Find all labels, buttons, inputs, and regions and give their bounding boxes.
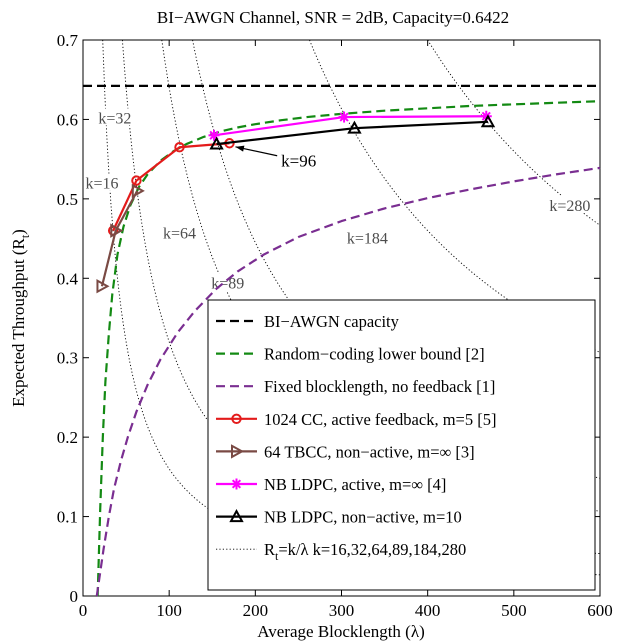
x-axis: 0 100 200 300 400 500 600 xyxy=(79,40,613,620)
circle-marker xyxy=(231,413,242,424)
k-label-bg xyxy=(83,173,121,191)
k-label-bg xyxy=(344,228,390,246)
series-5 xyxy=(208,110,492,141)
y-tick-label: 0.7 xyxy=(57,31,79,50)
asterisk-marker xyxy=(338,111,350,123)
y-tick-label: 0.4 xyxy=(57,269,79,288)
circle-marker xyxy=(131,175,142,186)
x-tick-label: 0 xyxy=(79,601,88,620)
series-line xyxy=(100,190,139,287)
x-axis-label: Average Blocklength (λ) xyxy=(257,622,424,641)
legend-item: Random−coding lower bound [2] xyxy=(216,345,485,364)
triangle-right-marker xyxy=(131,183,145,199)
annotation-label: k=96 xyxy=(281,152,316,171)
x-tick-label: 500 xyxy=(501,601,527,620)
k-label: k=32 xyxy=(98,110,131,127)
x-tick-label: 400 xyxy=(415,601,441,620)
legend-item: 1024 CC, active feedback, m=5 [5] xyxy=(216,410,496,429)
y-tick-label: 0.5 xyxy=(57,190,78,209)
y-tick-label: 0 xyxy=(70,587,79,606)
legend-item: NB LDPC, non−active, m=10 xyxy=(216,508,462,527)
annotation-arrow-head xyxy=(235,145,245,152)
legend-label-k-sub: t xyxy=(275,549,279,563)
k-labels-layer: k=16 k=32 k=64 k=89 k=184 k=280 xyxy=(83,108,593,293)
legend-label-k-rest: =k/λ k=16,32,64,89,184,280 xyxy=(278,540,466,559)
legend-label: 64 TBCC, non−active, m=∞ [3] xyxy=(264,442,475,461)
triangle-right-marker xyxy=(96,279,110,294)
series-2 xyxy=(95,166,601,597)
k-label: k=16 xyxy=(85,176,118,193)
legend: BI−AWGN capacity Random−coding lower boun… xyxy=(207,299,596,591)
series-6 xyxy=(209,114,496,150)
x-tick-label: 100 xyxy=(156,601,182,620)
series-line xyxy=(112,142,230,232)
triangle-up-marker xyxy=(209,136,224,150)
series-line xyxy=(95,166,601,597)
y-axis-label-main: Expected Throughput (R xyxy=(9,238,28,407)
y-tick-label: 0.2 xyxy=(57,428,78,447)
k-label-bg xyxy=(96,108,134,126)
triangle-right-marker xyxy=(110,223,124,238)
k-label: k=280 xyxy=(549,198,590,215)
triangle-up-marker xyxy=(480,114,496,128)
series-1 xyxy=(96,100,601,597)
legend-item: Fixed blocklength, no feedback [1] xyxy=(216,377,495,396)
y-axis: 0 0.1 0.2 0.3 0.4 0.5 0.6 0.7 xyxy=(57,31,600,606)
y-axis-label: Expected Throughput (Rt) xyxy=(9,229,32,407)
x-tick-label: 600 xyxy=(587,601,613,620)
triangle-up-marker xyxy=(229,509,244,523)
series-layer xyxy=(83,84,601,597)
plot-area: k=16 k=32 k=64 k=89 k=184 k=280 k=96 xyxy=(82,39,601,597)
legend-items: BI−AWGN capacity Random−coding lower boun… xyxy=(216,312,496,563)
legend-item-k-curves: Rt=k/λ k=16,32,64,89,184,280 xyxy=(216,540,466,563)
y-axis-label-close: ) xyxy=(9,229,28,235)
series-line xyxy=(96,100,601,597)
legend-label: NB LDPC, non−active, m=10 xyxy=(264,508,462,527)
x-tick-label: 300 xyxy=(329,601,355,620)
series-4 xyxy=(96,183,145,294)
legend-label-k-curves: Rt=k/λ k=16,32,64,89,184,280 xyxy=(264,540,466,563)
legend-item: NB LDPC, active, m=∞ [4] xyxy=(216,475,446,494)
legend-label: Random−coding lower bound [2] xyxy=(264,345,485,364)
k-label-bg xyxy=(547,195,593,213)
series-line xyxy=(216,120,489,146)
legend-label: Fixed blocklength, no feedback [1] xyxy=(264,377,495,396)
y-tick-label: 0.1 xyxy=(57,508,78,527)
legend-item: BI−AWGN capacity xyxy=(216,312,400,331)
k-label-bg xyxy=(161,223,198,241)
y-axis-label-sub: t xyxy=(18,234,32,238)
legend-label: BI−AWGN capacity xyxy=(264,312,400,331)
legend-box xyxy=(207,299,596,591)
legend-label: 1024 CC, active feedback, m=5 [5] xyxy=(264,410,496,429)
circle-marker xyxy=(174,142,185,153)
y-tick-label: 0.3 xyxy=(57,349,78,368)
chart-title: BI−AWGN Channel, SNR = 2dB, Capacity=0.6… xyxy=(157,8,509,27)
legend-label: NB LDPC, active, m=∞ [4] xyxy=(264,475,446,494)
k-label: k=64 xyxy=(163,226,196,243)
legend-label-k-main: R xyxy=(264,540,275,559)
legend-item: 64 TBCC, non−active, m=∞ [3] xyxy=(216,442,475,461)
asterisk-marker xyxy=(208,129,220,141)
x-tick-label: 200 xyxy=(243,601,269,620)
triangle-up-marker xyxy=(347,120,362,134)
triangle-right-marker xyxy=(231,444,245,459)
y-tick-label: 0.6 xyxy=(57,110,78,129)
annotation-layer: k=96 xyxy=(235,145,316,171)
k-label: k=89 xyxy=(211,276,244,293)
k-label: k=184 xyxy=(347,230,388,247)
asterisk-marker xyxy=(231,478,242,490)
k-curve-184 xyxy=(309,39,601,353)
series-3 xyxy=(107,138,235,236)
